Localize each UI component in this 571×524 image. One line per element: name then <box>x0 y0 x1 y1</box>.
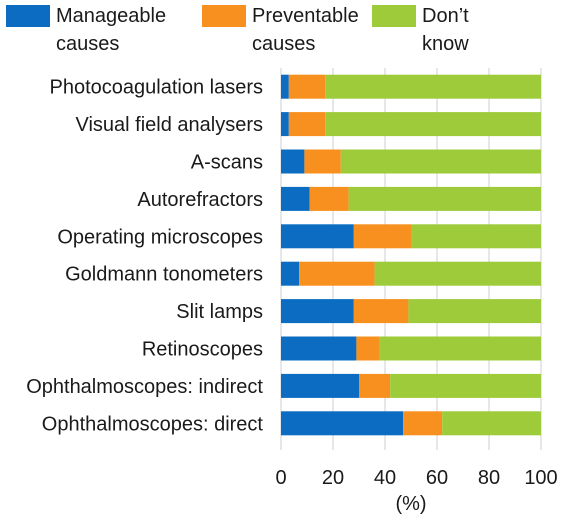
legend-item-preventable: Preventable causes <box>202 2 359 58</box>
bar-a-scans-manageable-causes <box>281 149 305 174</box>
legend-item-manageable: Manageable causes <box>6 2 166 58</box>
bars <box>281 74 541 436</box>
bar-a-scans-don-t-know <box>340 149 541 174</box>
bar-autorefractors-don-t-know <box>348 186 541 211</box>
bar-retinoscopes-preventable-causes <box>356 336 380 361</box>
bar-visual-field-analysers-preventable-causes <box>288 112 326 137</box>
x-tick-label-20: 20 <box>322 467 344 489</box>
legend-label-dont-know: Don’t know <box>422 5 469 55</box>
bar-goldmann-tonometers-preventable-causes <box>299 261 375 286</box>
bar-ophthalmoscopes-indirect-don-t-know <box>390 373 541 398</box>
bar-goldmann-tonometers-don-t-know <box>374 261 541 286</box>
bar-slit-lamps-manageable-causes <box>281 299 354 324</box>
bar-a-scans-preventable-causes <box>304 149 341 174</box>
x-tick-label-40: 40 <box>374 467 396 489</box>
bar-photocoagulation-lasers-preventable-causes <box>288 74 326 99</box>
category-label-a-scans: A-scans <box>191 152 263 174</box>
bar-photocoagulation-lasers-don-t-know <box>325 74 541 99</box>
bar-visual-field-analysers-don-t-know <box>325 112 541 137</box>
legend-label-manageable: Manageable causes <box>56 5 167 55</box>
category-label-slit-lamps: Slit lamps <box>176 301 263 323</box>
bar-autorefractors-manageable-causes <box>281 186 310 211</box>
bar-operating-microscopes-don-t-know <box>411 224 541 249</box>
bar-ophthalmoscopes-direct-don-t-know <box>442 411 541 436</box>
category-label-photocoagulation-lasers: Photocoagulation lasers <box>50 77 263 99</box>
bar-photocoagulation-lasers-manageable-causes <box>281 74 289 99</box>
category-labels: Photocoagulation lasers Visual field anal… <box>26 77 263 436</box>
legend-swatch-manageable <box>6 5 50 27</box>
bar-retinoscopes-manageable-causes <box>281 336 357 361</box>
bar-visual-field-analysers-manageable-causes <box>281 112 289 137</box>
legend-swatch-preventable <box>202 5 246 27</box>
legend-item-dont-know: Don’t know <box>372 2 469 58</box>
category-label-retinoscopes: Retinoscopes <box>142 339 263 361</box>
x-axis: 0 20 40 60 80 100 <box>275 467 557 489</box>
bar-retinoscopes-don-t-know <box>379 336 541 361</box>
bar-slit-lamps-don-t-know <box>408 299 541 324</box>
legend-label-preventable: Preventable causes <box>252 5 359 55</box>
category-label-goldmann-tonometers: Goldmann tonometers <box>65 264 263 286</box>
category-label-visual-field-analysers: Visual field analysers <box>75 114 263 136</box>
x-tick-label-0: 0 <box>275 467 286 489</box>
legend-swatch-dont-know <box>372 5 416 27</box>
bar-operating-microscopes-manageable-causes <box>281 224 354 249</box>
category-label-operating-microscopes: Operating microscopes <box>57 226 263 248</box>
bar-goldmann-tonometers-manageable-causes <box>281 261 300 286</box>
bar-ophthalmoscopes-direct-preventable-causes <box>403 411 443 436</box>
category-label-ophthalmoscopes-indirect: Ophthalmoscopes: indirect <box>26 376 263 398</box>
category-label-autorefractors: Autorefractors <box>137 189 263 211</box>
bar-ophthalmoscopes-indirect-preventable-causes <box>359 373 391 398</box>
bar-operating-microscopes-preventable-causes <box>353 224 411 249</box>
bar-slit-lamps-preventable-causes <box>353 299 409 324</box>
x-tick-label-80: 80 <box>478 467 500 489</box>
bar-autorefractors-preventable-causes <box>309 186 349 211</box>
x-tick-label-100: 100 <box>524 467 557 489</box>
x-tick-label-60: 60 <box>426 467 448 489</box>
category-label-ophthalmoscopes-direct: Ophthalmoscopes: direct <box>42 413 264 435</box>
bar-ophthalmoscopes-indirect-manageable-causes <box>281 373 359 398</box>
bar-ophthalmoscopes-direct-manageable-causes <box>281 411 404 436</box>
x-axis-label: (%) <box>395 493 426 515</box>
